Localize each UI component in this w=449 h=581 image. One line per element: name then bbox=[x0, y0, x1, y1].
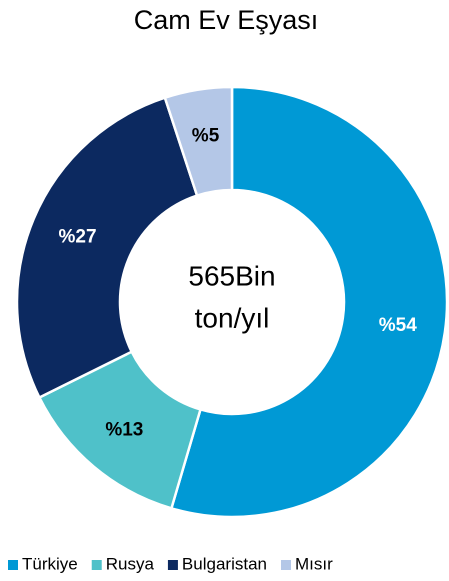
center-label: 565Bin bbox=[188, 260, 275, 291]
slice bbox=[15, 96, 199, 400]
data-label: %13 bbox=[105, 419, 143, 440]
chart-title: Cam Ev Eşyası bbox=[134, 5, 319, 35]
legend-label: Türkiye bbox=[22, 554, 78, 573]
data-label: %27 bbox=[58, 226, 96, 247]
legend-label: Bulgaristan bbox=[182, 554, 267, 573]
legend-label: Mısır bbox=[295, 554, 333, 573]
legend-swatch bbox=[167, 560, 178, 570]
center-label: ton/yıl bbox=[195, 302, 270, 333]
data-label: %54 bbox=[379, 315, 417, 336]
legend-swatch bbox=[8, 560, 18, 570]
legend-swatch bbox=[280, 560, 291, 570]
data-label: %5 bbox=[192, 126, 220, 147]
legend-label: Rusya bbox=[106, 554, 155, 573]
slice bbox=[169, 85, 449, 519]
slice bbox=[163, 85, 234, 198]
legend-swatch bbox=[91, 560, 102, 570]
